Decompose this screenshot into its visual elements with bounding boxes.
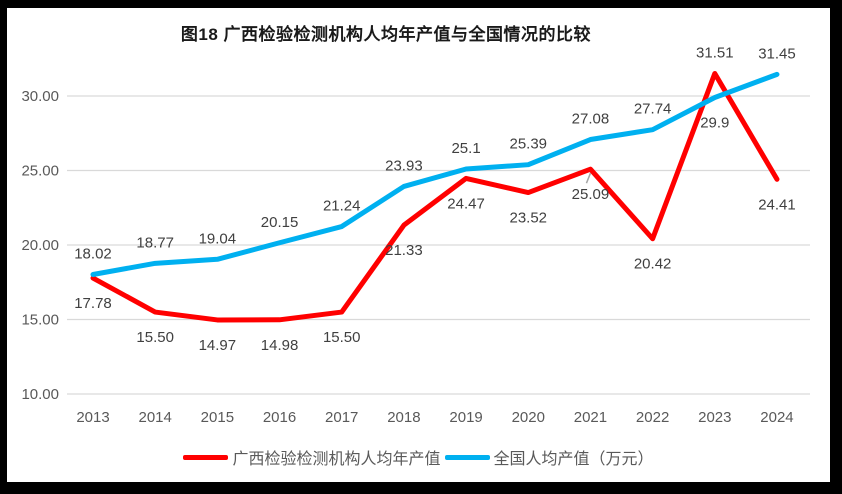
data-label: 27.08 [572,111,610,128]
legend-swatch-national [444,454,490,460]
data-label: 24.47 [447,195,485,212]
x-tick-label: 2017 [325,409,358,426]
chart-title: 图18 广西检验检测机构人均年产值与全国情况的比较 [180,25,592,44]
x-tick-label: 2023 [698,409,731,426]
data-label: 20.42 [634,256,672,273]
x-tick-label: 2013 [76,409,109,426]
x-tick-label: 2022 [636,409,669,426]
data-label: 18.02 [74,246,112,263]
data-label: 15.50 [136,329,174,346]
x-tick-label: 2019 [449,409,482,426]
data-label: 18.77 [136,234,174,251]
legend-item-national: 全国人均产值（万元） [444,445,654,469]
y-tick-label: 10.00 [21,386,59,403]
y-tick-label: 25.00 [21,163,59,180]
data-label: 23.52 [509,210,547,227]
data-label: 15.50 [323,329,361,346]
data-label: 21.24 [323,198,361,215]
data-label: 27.74 [634,101,672,118]
data-label: 29.9 [700,114,729,131]
data-label: 25.39 [509,136,547,153]
chart-panel: 图18 广西检验检测机构人均年产值与全国情况的比较 10.00 15.00 20.0… [7,8,830,482]
x-tick-label: 2016 [263,409,296,426]
data-label: 17.78 [74,295,112,312]
data-label: 25.1 [451,140,480,157]
y-tick-label: 30.00 [21,88,59,105]
series-line-national [90,71,780,278]
data-label: 14.98 [261,337,299,354]
data-label: 19.04 [199,230,237,247]
x-tick-label: 2014 [138,409,171,426]
chart-legend: 广西检验检测机构人均年产值 全国人均产值（万元） [7,446,830,468]
x-tick-label: 2018 [387,409,420,426]
data-label: 31.45 [758,45,796,62]
data-label: 23.93 [385,157,423,174]
data-label: 24.41 [758,196,796,213]
data-label: 31.51 [696,45,734,62]
legend-label-national: 全国人均产值（万元） [493,451,654,468]
label-leader-line [585,172,592,184]
chart-canvas: 10.00 15.00 20.00 25.00 30.00 2013 2014 2015 201… [21,45,810,426]
data-label: 20.15 [261,214,299,231]
legend-item-guangxi: 广西检验检测机构人均年产值 [183,445,441,469]
data-label: 25.09 [572,186,610,203]
x-tick-label: 2015 [201,409,234,426]
y-tick-label: 15.00 [21,312,59,329]
x-tick-label: 2024 [760,409,793,426]
legend-swatch-guangxi [183,454,229,460]
x-tick-label: 2020 [512,409,545,426]
y-tick-label: 20.00 [21,237,59,254]
x-tick-label: 2021 [574,409,607,426]
legend-label-guangxi: 广西检验检测机构人均年产值 [232,451,441,468]
data-label: 14.97 [199,337,237,354]
series-line-guangxi [90,71,780,323]
data-label: 21.33 [385,242,423,259]
